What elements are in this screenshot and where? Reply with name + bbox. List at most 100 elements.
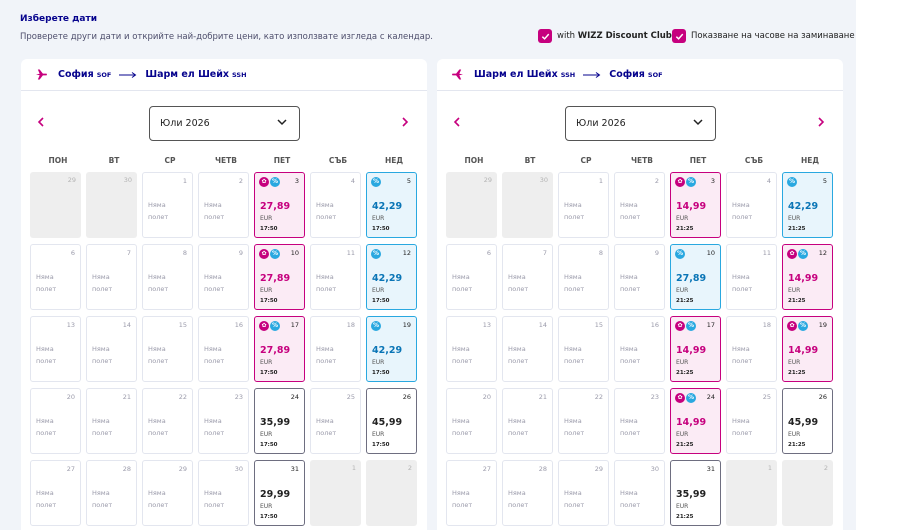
checkbox-checked-icon[interactable]: [672, 29, 686, 43]
calendar-day-wdc-price[interactable]: 3 ✿% 27,89 EUR 17:50: [254, 172, 305, 238]
no-flight-label: Няма полет: [316, 417, 337, 437]
next-month-button[interactable]: [817, 117, 825, 127]
route-header: Шарм ел Шейх SSH София SOF: [437, 59, 843, 91]
calendar-day-wdc-price[interactable]: 10 ✿% 27,89 EUR 17:50: [254, 244, 305, 310]
no-flight-label: Няма полет: [564, 489, 585, 509]
badge-group: %: [371, 321, 382, 331]
calendar-day-no-flight: 6 Няма полет: [30, 244, 81, 310]
badge-group: ✿%: [259, 177, 281, 187]
no-flight-label: Няма полет: [148, 273, 169, 293]
day-number: 2: [823, 464, 828, 472]
day-number: 1: [598, 177, 603, 185]
day-number: 31: [706, 465, 715, 473]
calendar-day-outside-month: 1: [726, 460, 777, 526]
weekday-label: НЕД: [800, 156, 820, 165]
fare-price: 35,99: [260, 417, 291, 428]
calendar-day-no-flight: 11 Няма полет: [726, 244, 777, 310]
calendar-day-low-price[interactable]: 10% 27,89 EUR 21:25: [670, 244, 721, 310]
day-number: 6: [70, 249, 75, 257]
fare-price: 14,99: [676, 201, 707, 212]
calendar-day-wdc-price[interactable]: 17 ✿% 14,99 EUR 21:25: [670, 316, 721, 382]
price-tag-icon: %: [371, 249, 381, 259]
calendar-day-no-flight: 7 Няма полет: [86, 244, 137, 310]
calendar-day-flight[interactable]: 31 35,99 EUR 21:25: [670, 460, 721, 526]
calendar-day-flight[interactable]: 31 29,99 EUR 17:50: [254, 460, 305, 526]
calendar-day-wdc-price[interactable]: 3 ✿% 14,99 EUR 21:25: [670, 172, 721, 238]
no-flight-label: Няма полет: [732, 417, 753, 437]
calendar-day-wdc-price[interactable]: 12 ✿% 14,99 EUR 21:25: [782, 244, 833, 310]
calendar-day-flight[interactable]: 24 35,99 EUR 17:50: [254, 388, 305, 454]
month-select-value: Юли 2026: [160, 118, 210, 129]
fare-currency: EUR: [372, 431, 385, 438]
day-number: 6: [486, 249, 491, 257]
no-flight-label: Няма полет: [316, 273, 337, 293]
day-number: 2: [238, 177, 243, 185]
day-number: 18: [346, 321, 355, 329]
no-flight-label: Няма полет: [508, 489, 529, 509]
weekday-label: ПОН: [464, 156, 484, 165]
next-month-button[interactable]: [401, 117, 409, 127]
no-flight-label: Няма полет: [204, 273, 225, 293]
badge-group: ✿%: [675, 393, 697, 403]
checkbox-checked-icon[interactable]: [538, 29, 552, 43]
fare-price: 42,29: [372, 201, 403, 212]
day-number: 11: [762, 249, 771, 257]
prev-month-button[interactable]: [453, 117, 461, 127]
prev-month-button[interactable]: [37, 117, 45, 127]
badge-group: ✿%: [675, 321, 697, 331]
no-flight-label: Няма полет: [148, 489, 169, 509]
calendar-day-flight[interactable]: 26 45,99 EUR 17:50: [366, 388, 417, 454]
calendar-day-no-flight: 14 Няма полет: [502, 316, 553, 382]
destination-code: SSH: [232, 70, 247, 79]
route-arrow-icon: [119, 71, 137, 78]
calendar-day-wdc-price[interactable]: 19 ✿% 14,99 EUR 21:25: [782, 316, 833, 382]
fare-currency: EUR: [260, 287, 273, 294]
show-times-checkbox[interactable]: Показване на часове на заминаване: [672, 29, 855, 43]
calendar-day-low-price[interactable]: 5% 42,29 EUR 21:25: [782, 172, 833, 238]
calendar-day-no-flight: 16 Няма полет: [614, 316, 665, 382]
day-number: 5: [822, 177, 827, 185]
fare-price: 27,89: [260, 345, 291, 356]
calendar-day-no-flight: 27 Няма полет: [30, 460, 81, 526]
departure-time: 21:25: [676, 370, 694, 376]
day-number: 30: [234, 465, 243, 473]
badge-group: %: [371, 177, 382, 187]
fare-currency: EUR: [788, 287, 801, 294]
day-number: 25: [762, 393, 771, 401]
month-select[interactable]: Юли 2026: [149, 106, 300, 141]
day-number: 1: [351, 464, 356, 472]
no-flight-label: Няма полет: [620, 345, 641, 365]
no-flight-label: Няма полет: [452, 489, 473, 509]
fare-currency: EUR: [260, 215, 273, 222]
day-number: 19: [402, 321, 411, 329]
calendar-day-no-flight: 11 Няма полет: [310, 244, 361, 310]
day-number: 20: [66, 393, 75, 401]
badge-group: ✿%: [259, 321, 281, 331]
day-number: 24: [290, 393, 299, 401]
calendar-day-no-flight: 2 Няма полет: [614, 172, 665, 238]
fare-price: 35,99: [676, 489, 707, 500]
calendar-day-no-flight: 13 Няма полет: [30, 316, 81, 382]
month-select[interactable]: Юли 2026: [565, 106, 716, 141]
no-flight-label: Няма полет: [36, 345, 57, 365]
calendar-day-no-flight: 4 Няма полет: [726, 172, 777, 238]
calendar-day-flight[interactable]: 26 45,99 EUR 21:25: [782, 388, 833, 454]
no-flight-label: Няма полет: [564, 273, 585, 293]
calendar-day-no-flight: 28 Няма полет: [86, 460, 137, 526]
calendar-day-wdc-price[interactable]: 17 ✿% 27,89 EUR 17:50: [254, 316, 305, 382]
calendar-day-wdc-price[interactable]: 24 ✿% 14,99 EUR 21:25: [670, 388, 721, 454]
wdc-discount-icon: ✿: [787, 249, 797, 259]
day-number: 12: [818, 249, 827, 257]
calendar-day-no-flight: 1 Няма полет: [558, 172, 609, 238]
wdc-checkbox[interactable]: with WIZZ Discount Club: [538, 29, 672, 43]
calendar-day-low-price[interactable]: 12% 42,29 EUR 17:50: [366, 244, 417, 310]
day-number: 14: [538, 321, 547, 329]
badge-group: %: [787, 177, 798, 187]
calendar-day-low-price[interactable]: 5% 42,29 EUR 17:50: [366, 172, 417, 238]
price-tag-icon: %: [686, 321, 696, 331]
day-number: 29: [483, 176, 492, 184]
calendar-day-low-price[interactable]: 19% 42,29 EUR 17:50: [366, 316, 417, 382]
no-flight-label: Няма полет: [92, 489, 113, 509]
fare-currency: EUR: [372, 215, 385, 222]
weekday-label: СР: [580, 156, 592, 165]
